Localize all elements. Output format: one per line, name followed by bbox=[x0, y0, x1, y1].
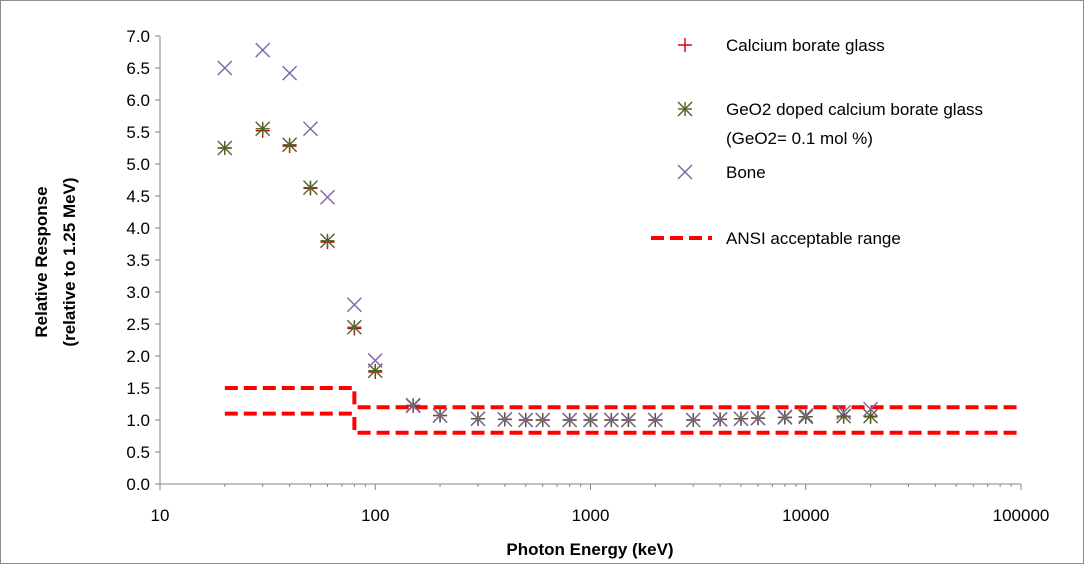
bone-point bbox=[712, 411, 728, 427]
bone-point bbox=[255, 42, 271, 58]
bone-point bbox=[620, 412, 636, 428]
geo2-doped-point bbox=[217, 140, 233, 156]
ansi-range-lower bbox=[224, 411, 1021, 435]
geo2-doped-point bbox=[302, 180, 318, 196]
geo2-doped-point bbox=[836, 408, 852, 424]
y-tick-label: 0.5 bbox=[126, 443, 150, 462]
bone-point bbox=[302, 121, 318, 137]
bone-point bbox=[405, 398, 421, 414]
y-tick-label: 6.5 bbox=[126, 59, 150, 78]
y-tick-label: 6.0 bbox=[126, 91, 150, 110]
legend-marker-calcium-borate bbox=[678, 38, 692, 52]
legend-symbol bbox=[677, 101, 693, 117]
y-tick-label: 5.0 bbox=[126, 155, 150, 174]
y-tick-label: 1.0 bbox=[126, 411, 150, 430]
geo2-doped-point bbox=[320, 233, 335, 249]
y-tick-label: 3.0 bbox=[126, 283, 150, 302]
y-tick-label: 0.0 bbox=[126, 475, 150, 494]
bone-point bbox=[535, 412, 551, 428]
data-markers bbox=[217, 42, 879, 428]
y-axis-title-line2: (relative to 1.25 MeV) bbox=[60, 177, 79, 346]
bone-point bbox=[750, 410, 766, 426]
bone-point bbox=[217, 60, 233, 76]
geo2-doped-point bbox=[255, 121, 271, 137]
legend-label-bone: Bone bbox=[726, 163, 766, 182]
bone-point bbox=[733, 411, 749, 427]
bone-point bbox=[777, 409, 793, 425]
bone-point bbox=[647, 412, 663, 428]
bone-point bbox=[518, 412, 534, 428]
bone-point bbox=[470, 411, 486, 427]
legend-symbol bbox=[677, 164, 693, 180]
bone-point bbox=[282, 65, 298, 81]
bone-point bbox=[346, 297, 362, 313]
y-tick-label: 4.5 bbox=[126, 187, 150, 206]
x-tick-label: 10000 bbox=[782, 506, 829, 525]
bone-point bbox=[583, 412, 598, 428]
bone-point bbox=[320, 189, 335, 205]
x-tick-label: 1000 bbox=[572, 506, 610, 525]
y-tick-label: 7.0 bbox=[126, 27, 150, 46]
x-axis-title: Photon Energy (keV) bbox=[506, 540, 673, 559]
legend-label-geo2-doped-line2: (GeO2= 0.1 mol %) bbox=[726, 129, 873, 148]
legend-marker-geo2-doped bbox=[677, 101, 693, 117]
y-tick-label: 1.5 bbox=[126, 379, 150, 398]
legend-marker-bone bbox=[677, 164, 693, 180]
bone-point bbox=[836, 404, 852, 420]
legend-label-ansi: ANSI acceptable range bbox=[726, 229, 901, 248]
y-tick-label: 2.0 bbox=[126, 347, 150, 366]
geo2-doped-point bbox=[282, 137, 298, 153]
x-tick-label: 100000 bbox=[993, 506, 1050, 525]
y-axis-title-group: Relative Response (relative to 1.25 MeV) bbox=[32, 177, 79, 346]
geo2-doped-point bbox=[863, 408, 879, 424]
bone-point bbox=[863, 401, 879, 417]
legend-label-geo2-doped: GeO2 doped calcium borate glass bbox=[726, 100, 983, 119]
y-tick-label: 4.0 bbox=[126, 219, 150, 238]
bone-point bbox=[798, 408, 814, 424]
y-axis-title-line1: Relative Response bbox=[32, 186, 51, 337]
bone-point bbox=[603, 412, 619, 428]
geo2-doped-point bbox=[798, 409, 814, 425]
x-tick-label: 100 bbox=[361, 506, 389, 525]
ansi-range-lines bbox=[224, 386, 1021, 435]
legend-symbol bbox=[678, 38, 692, 52]
y-axis-ticks: 0.0 0.5 1.0 1.5 2.0 2.5 3.0 3.5 4.0 4.5 5.0 5.5 6.0 6… bbox=[126, 27, 160, 494]
legend: Calcium borate glass GeO2 doped calcium … bbox=[651, 36, 983, 248]
y-tick-label: 3.5 bbox=[126, 251, 150, 270]
bone-point bbox=[367, 352, 383, 368]
x-axis-ticks: 10 100 1000 10000 100000 bbox=[151, 484, 1050, 525]
bone-point bbox=[685, 412, 701, 428]
legend-label-calcium-borate: Calcium borate glass bbox=[726, 36, 885, 55]
x-tick-label: 10 bbox=[151, 506, 170, 525]
bone-point bbox=[562, 412, 578, 428]
bone-point bbox=[497, 411, 513, 427]
y-tick-label: 5.5 bbox=[126, 123, 150, 142]
geo2-doped-point bbox=[346, 319, 362, 335]
bone-point bbox=[432, 408, 448, 424]
y-tick-label: 2.5 bbox=[126, 315, 150, 334]
plot-area: 0.0 0.5 1.0 1.5 2.0 2.5 3.0 3.5 4.0 4.5 5.0 5.5 6.0 6… bbox=[126, 27, 1049, 525]
ansi-range-upper bbox=[224, 386, 1021, 410]
